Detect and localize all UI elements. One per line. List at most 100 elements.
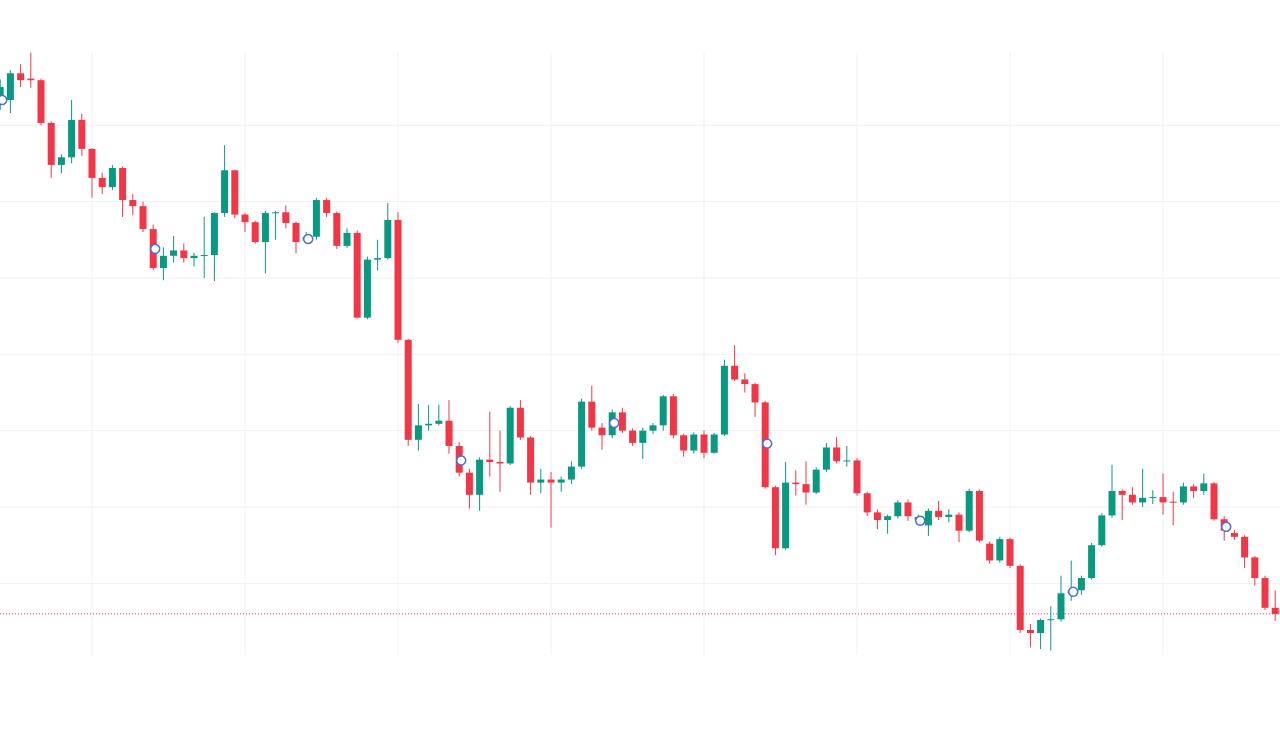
candle-body: [1210, 483, 1218, 520]
candle-body: [1006, 539, 1014, 566]
candle-body: [1190, 486, 1198, 491]
candle-body: [108, 167, 116, 188]
candle-body: [873, 512, 881, 521]
candle-body: [516, 407, 524, 438]
candle-body: [1128, 494, 1136, 503]
candle-body: [78, 119, 86, 149]
marker: [608, 417, 620, 429]
candle-body: [292, 222, 300, 243]
candle-body: [200, 255, 208, 257]
candle-body: [751, 384, 759, 403]
candle-body: [802, 484, 810, 493]
candle-body: [833, 447, 841, 462]
candle-body: [700, 434, 708, 453]
candle-body: [1251, 557, 1259, 579]
candle-body: [261, 213, 269, 243]
candle-body: [598, 427, 606, 436]
candle-body: [1200, 483, 1208, 491]
marker: [914, 515, 926, 527]
candle-body: [159, 255, 167, 269]
candle-body: [649, 425, 657, 431]
marker: [455, 455, 467, 466]
marker: [1220, 521, 1232, 533]
candle-body: [945, 514, 953, 517]
candle-body: [119, 167, 127, 201]
candle-body: [690, 434, 698, 451]
candle-body: [731, 365, 739, 380]
candle-body: [996, 539, 1004, 561]
candle-body: [1057, 593, 1065, 620]
candle-body: [272, 212, 280, 214]
candle-body: [955, 514, 963, 531]
candle-body: [414, 425, 422, 440]
candle-body: [1230, 532, 1238, 537]
candle-body: [312, 200, 320, 237]
candle-body: [384, 219, 392, 259]
candle-body: [68, 119, 76, 158]
candle-body: [1139, 497, 1147, 503]
candle-body: [404, 339, 412, 440]
marker: [761, 438, 773, 449]
candle-body: [1088, 545, 1096, 579]
candle-body: [1159, 497, 1167, 503]
candle-body: [935, 510, 943, 517]
candle-body: [771, 487, 779, 549]
candle-body: [139, 206, 147, 230]
candle-body: [363, 259, 371, 318]
marker: [149, 243, 161, 255]
marker: [1067, 586, 1079, 598]
candle-body: [812, 469, 820, 493]
candle-body: [129, 200, 137, 207]
candle-body: [986, 543, 994, 561]
candle-body: [618, 412, 626, 431]
candle-body: [710, 434, 718, 453]
candle-body: [792, 482, 800, 485]
candle-body: [47, 122, 55, 165]
candle-body: [639, 430, 647, 443]
candle-body: [822, 447, 830, 470]
candle-body: [210, 213, 218, 256]
candle-body: [1098, 515, 1106, 546]
candle-body: [537, 479, 545, 483]
candle-body: [353, 232, 361, 318]
candle-body: [1047, 619, 1055, 621]
candle-body: [241, 214, 249, 223]
candle-body: [965, 490, 973, 531]
candle-body: [88, 148, 96, 178]
candle-body: [659, 396, 667, 426]
candle-body: [170, 250, 178, 256]
candle-body: [333, 213, 341, 246]
candle-body: [629, 430, 637, 443]
candle-body: [884, 516, 892, 521]
candle-body: [863, 493, 871, 513]
candle-body: [1261, 578, 1269, 608]
candle-body: [1037, 620, 1045, 634]
candle-body: [1149, 497, 1157, 499]
candle-body: [578, 401, 586, 467]
candle-body: [6, 73, 14, 101]
candle-body: [975, 490, 983, 541]
candle-body: [1169, 501, 1177, 503]
candle-body: [374, 258, 382, 260]
candle-body: [323, 200, 331, 214]
candle-body: [1016, 565, 1024, 630]
candle-body: [669, 396, 677, 436]
candle-body: [57, 157, 65, 165]
candle-body: [465, 472, 473, 495]
candle-body: [924, 510, 932, 526]
candle-body: [567, 466, 575, 480]
marker: [302, 233, 314, 245]
candle-body: [1077, 578, 1085, 591]
candle-body: [588, 401, 596, 428]
candle-body: [1271, 607, 1279, 614]
candle-body: [720, 365, 728, 435]
marker: [0, 94, 8, 106]
candle-body: [231, 170, 239, 215]
candle-body: [557, 479, 565, 483]
candle-body: [496, 461, 504, 464]
candle-body: [445, 420, 453, 446]
candle-body: [547, 479, 555, 483]
candle-body: [17, 73, 25, 81]
candle-body: [37, 80, 45, 123]
